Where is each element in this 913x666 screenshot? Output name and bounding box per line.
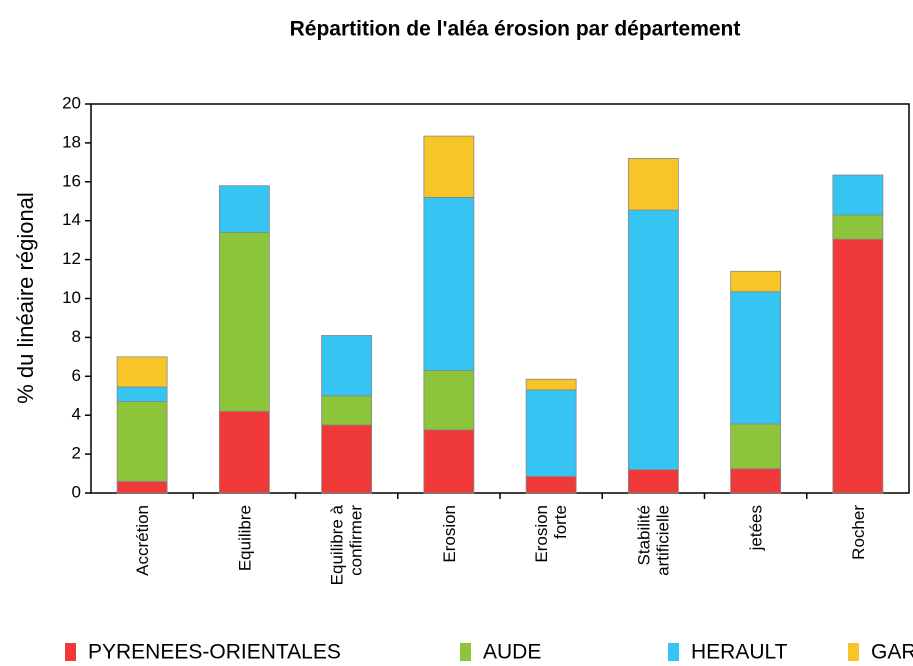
x-tick-label: Erosion forte [532,505,571,563]
y-tick-label: 8 [72,327,81,346]
x-label-box: Stabilité artificielle [634,505,673,576]
legend-item: HERAULT [668,641,788,664]
bar-segment [832,174,884,216]
x-label-box: Erosion [439,505,459,563]
legend-swatch [668,643,679,661]
bar-segment [730,423,782,470]
bar-segment [627,158,679,211]
x-label-box: Equilibre [234,505,254,572]
y-tick-label: 0 [72,482,81,501]
bar-segment [218,231,270,412]
y-tick-label: 12 [62,249,81,268]
legend-label: PYRENEES-ORIENTALES [88,641,341,664]
y-axis-label: % du linéaire régional [13,192,38,404]
y-tick-label: 2 [72,444,81,463]
bar-segment [525,389,577,477]
bar-segment [730,270,782,293]
bar-segment [321,424,373,494]
x-tick-label: Stabilité artificielle [634,505,673,576]
x-label-box: jetées [746,505,766,551]
bar-segment [730,291,782,425]
bar-segment [423,370,475,431]
legend-item: PYRENEES-ORIENTALES [65,641,341,664]
x-tick-label: Erosion [439,505,459,563]
plot-area [90,103,910,494]
bar-segment [116,356,168,388]
y-tick-label: 18 [62,132,81,151]
bar-segment [423,196,475,371]
y-tick-label: 20 [62,93,81,112]
bar-segment [423,429,475,494]
legend-swatch [65,643,76,661]
x-tick-label: Rocher [848,505,868,560]
bar-segment [423,135,475,198]
chart-title: Répartition de l'aléa érosion par départ… [290,18,741,41]
bar-segment [627,469,679,494]
legend-item: GARD [848,641,913,664]
legend-label: HERAULT [691,641,788,664]
bar-segment [627,209,679,471]
x-label-box: Equilibre à confirmer [327,505,366,586]
x-tick-label: jetées [746,505,766,551]
y-tick-label: 14 [62,210,81,229]
x-tick-label: Equilibre à confirmer [327,505,366,586]
x-tick-label: Equilibre [234,505,254,572]
bar-segment [730,468,782,494]
y-tick-label: 10 [62,288,81,307]
legend-swatch [460,643,471,661]
bar-segment [218,185,270,233]
bar-segment [321,335,373,397]
bar-segment [832,238,884,494]
y-tick-label: 16 [62,171,81,190]
legend-label: GARD [871,641,913,664]
bar-segment [116,480,168,494]
bar-segment [525,476,577,494]
bar-segment [116,401,168,482]
y-tick-label: 6 [72,366,81,385]
bar-segment [321,395,373,426]
legend-swatch [848,643,859,661]
x-tick-label: Accrétion [132,505,152,576]
legend-label: AUDE [483,641,541,664]
x-label-box: Accrétion [132,505,152,576]
bar-segment [832,214,884,240]
bar-segment [116,386,168,402]
x-label-box: Erosion forte [532,505,571,563]
y-tick-label: 4 [72,405,81,424]
bar-segment [218,410,270,494]
x-label-box: Rocher [848,505,868,560]
bar-segment [525,378,577,391]
legend-item: AUDE [460,641,541,664]
